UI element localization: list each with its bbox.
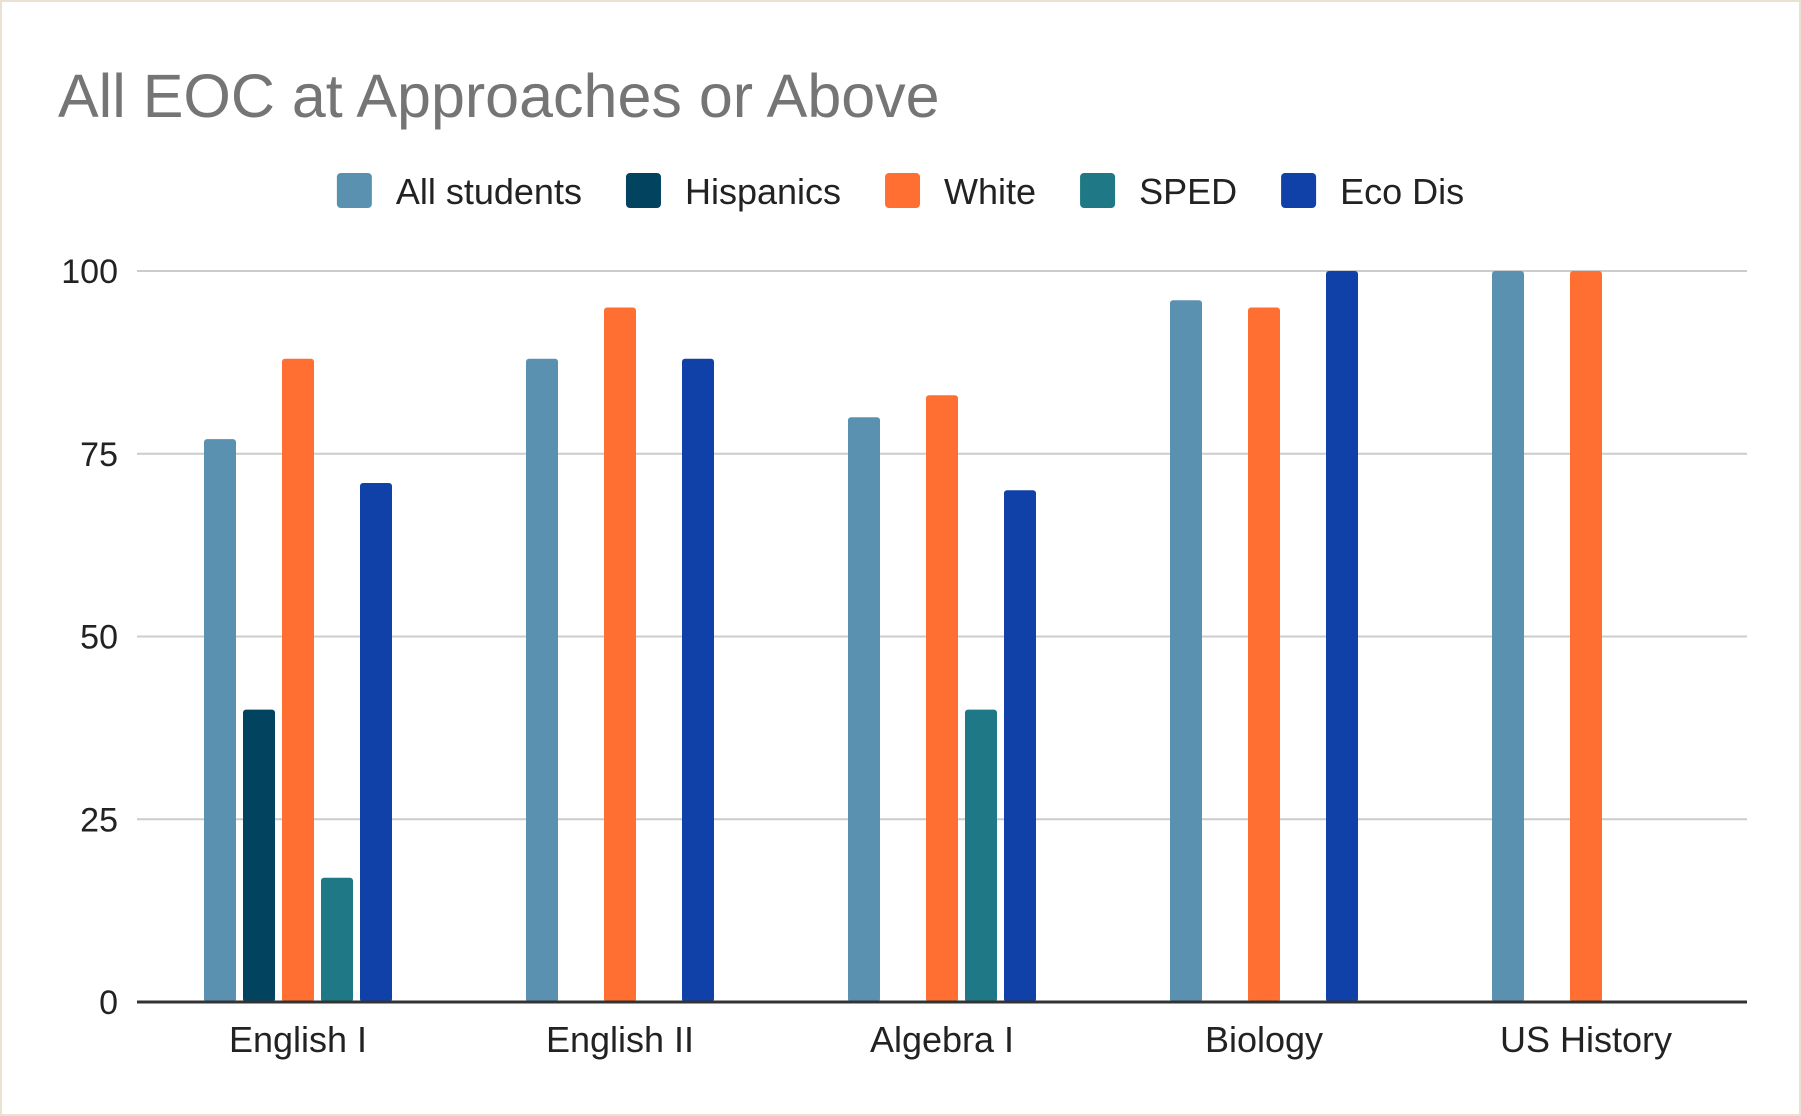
- bar-algebra-i-eco-dis: [1004, 490, 1036, 1002]
- y-axis-ticks: 0 25 50 75 100: [61, 253, 118, 1022]
- legend-swatch: [626, 173, 661, 208]
- legend-label: SPED: [1139, 171, 1237, 212]
- bar-english-ii-white: [604, 308, 636, 1002]
- y-tick-label: 0: [99, 984, 118, 1022]
- bar-english-i-white: [282, 359, 314, 1002]
- bar-us-history-all-students: [1492, 271, 1524, 1002]
- legend-swatch: [337, 173, 372, 208]
- x-category-label: English II: [546, 1019, 694, 1060]
- bar-algebra-i-white: [926, 395, 958, 1002]
- legend-label: Eco Dis: [1340, 171, 1464, 212]
- legend-label: White: [944, 171, 1036, 212]
- y-tick-label: 100: [61, 253, 118, 291]
- legend-item-all-students: All students: [337, 171, 582, 212]
- bar-algebra-i-all-students: [848, 417, 880, 1002]
- legend-item-white: White: [885, 171, 1036, 212]
- x-category-label: US History: [1500, 1019, 1672, 1060]
- legend-label: All students: [396, 171, 582, 212]
- bar-english-i-sped: [321, 878, 353, 1002]
- bar-us-history-white: [1570, 271, 1602, 1002]
- bar-algebra-i-sped: [965, 710, 997, 1002]
- legend-label: Hispanics: [685, 171, 841, 212]
- y-tick-label: 75: [80, 436, 118, 474]
- bar-english-ii-all-students: [526, 359, 558, 1002]
- bar-english-ii-eco-dis: [682, 359, 714, 1002]
- legend-swatch: [885, 173, 920, 208]
- legend-swatch: [1080, 173, 1115, 208]
- bar-english-i-eco-dis: [360, 483, 392, 1002]
- legend-item-eco-dis: Eco Dis: [1281, 171, 1464, 212]
- bar-biology-white: [1248, 308, 1280, 1002]
- bar-biology-all-students: [1170, 300, 1202, 1002]
- bar-english-i-hispanics: [243, 710, 275, 1002]
- x-category-label: Algebra I: [870, 1019, 1014, 1060]
- legend-swatch: [1281, 173, 1316, 208]
- bar-biology-eco-dis: [1326, 271, 1358, 1002]
- chart-title: All EOC at Approaches or Above: [58, 62, 940, 130]
- legend-item-hispanics: Hispanics: [626, 171, 841, 212]
- x-category-label: Biology: [1205, 1019, 1323, 1060]
- bar-english-i-all-students: [204, 439, 236, 1002]
- legend-item-sped: SPED: [1080, 171, 1237, 212]
- legend: All students Hispanics White SPED Eco Dis: [337, 171, 1464, 212]
- x-category-label: English I: [229, 1019, 367, 1060]
- y-tick-label: 25: [80, 801, 118, 839]
- y-tick-label: 50: [80, 619, 118, 657]
- x-axis-categories: English I English II Algebra I Biology US Hi…: [229, 1019, 1672, 1060]
